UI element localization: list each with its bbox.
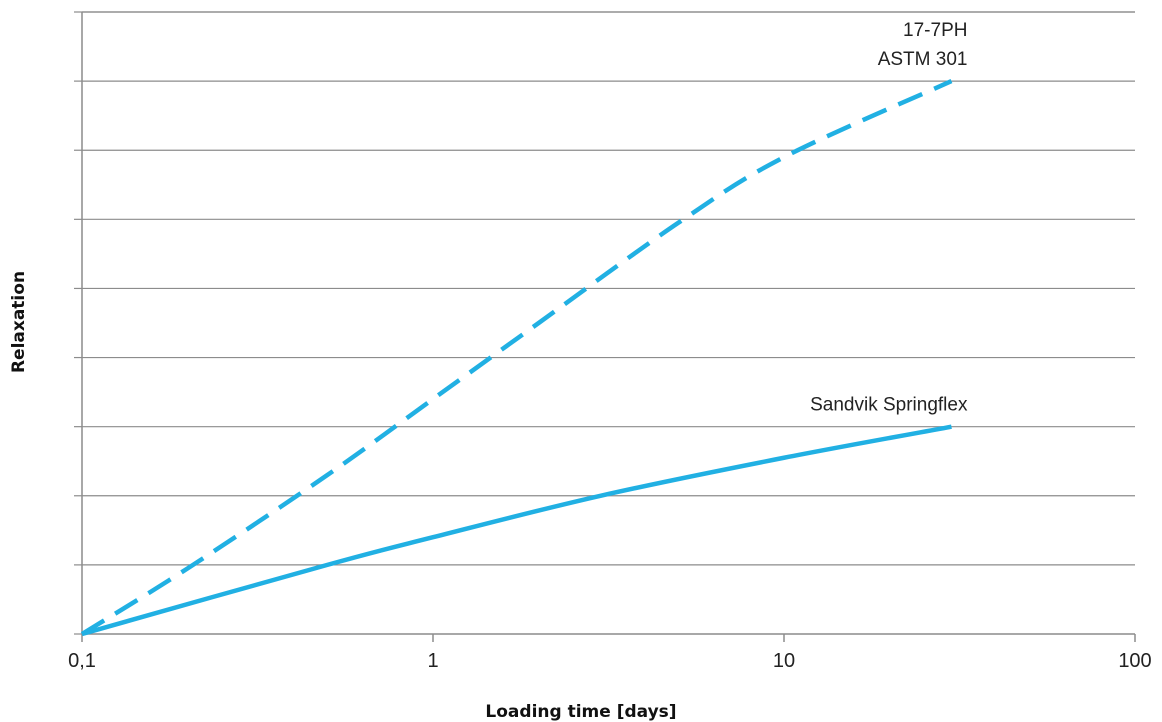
series-label: 17-7PH (903, 20, 967, 41)
gridlines (82, 11, 1135, 566)
x-tick-label: 10 (773, 650, 795, 672)
x-tick-label: 0,1 (68, 650, 96, 672)
x-tick-labels: 0,1 1 10 100 (68, 650, 1152, 672)
axes (74, 11, 1136, 642)
x-tick-label: 100 (1118, 650, 1151, 672)
series-label: ASTM 301 (878, 49, 968, 70)
series-label: Sandvik Springflex (810, 395, 968, 416)
series-line-springflex (81, 424, 952, 637)
y-axis-title: Relaxation (9, 271, 29, 373)
series-layer (80, 79, 953, 637)
x-tick-label: 1 (427, 650, 438, 672)
x-axis-title: Loading time [days] (485, 702, 676, 722)
series-labels: 17-7PH ASTM 301 Sandvik Springflex (810, 20, 968, 416)
